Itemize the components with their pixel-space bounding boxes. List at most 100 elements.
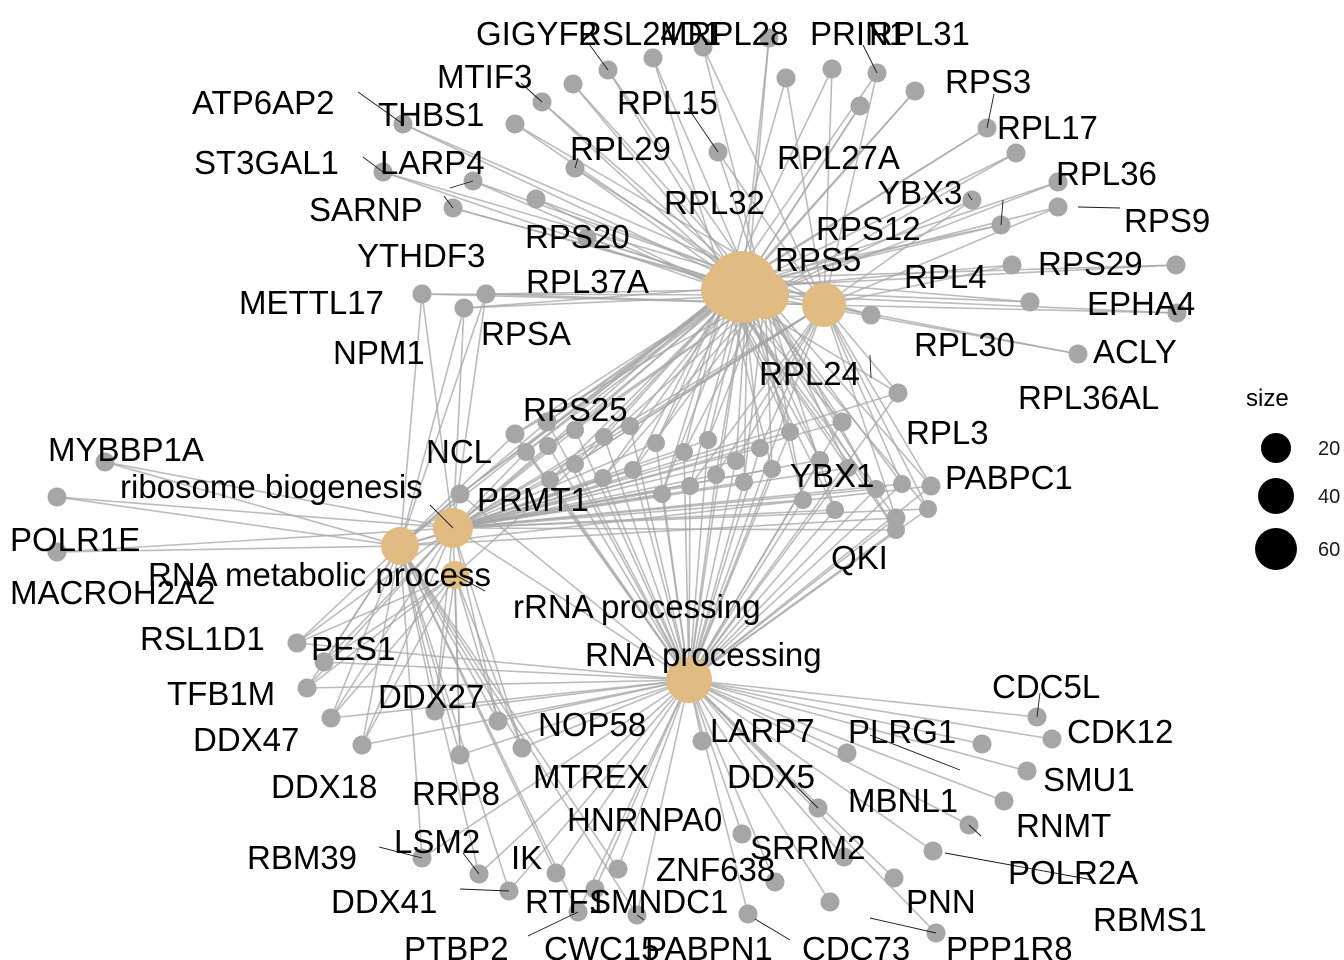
leader-rps12: [967, 193, 973, 201]
gene-node-unlabeled: [566, 455, 584, 473]
edge-thbs1-translation-cluster-d: [572, 83, 749, 279]
gene-label-srrm2: SRRM2: [750, 829, 866, 866]
edge-ybx3-translation-cluster-a: [741, 90, 916, 288]
gene-node-rps20: [526, 189, 546, 209]
gene-node-unlabeled: [781, 423, 799, 441]
edge-fan-1-translation-cluster-b: [547, 289, 727, 447]
edge-sarnp-translation-cluster-d: [472, 180, 749, 279]
edge-ddx18-ribosome-biogenesis: [361, 527, 454, 746]
edge-ribosome-biogenesis-translation-cluster-a: [452, 286, 743, 529]
edge-fan-22-rna-processing: [688, 488, 877, 681]
gene-node-unlabeled: [839, 459, 857, 477]
gene-label-rpl29: RPL29: [570, 130, 671, 167]
gene-label-rpl36: RPL36: [1056, 155, 1157, 192]
gene-node-layer: [47, 28, 1187, 943]
gene-node-unlabeled: [539, 437, 557, 455]
leader-rps20: [562, 228, 588, 239]
gene-label-rpl17: RPL17: [997, 109, 1098, 146]
leader-polr2a: [968, 824, 982, 837]
edge-rps9-translation-cluster-e: [823, 206, 1059, 306]
edge-fan-19-rna-processing: [549, 479, 690, 681]
gene-label-atp6ap2: ATP6AP2: [192, 84, 334, 121]
gene-node-larp7: [692, 731, 712, 751]
edge-ddx47-ribosome-biogenesis: [330, 527, 454, 719]
edge-st3gal1-translation-cluster-d: [382, 171, 749, 279]
gene-label-mtrex: MTREX: [533, 758, 649, 795]
gene-label-ddx41: DDX41: [331, 883, 437, 920]
edge-fan-1-rna-processing: [547, 445, 690, 681]
gene-node-unlabeled: [751, 439, 769, 457]
edge-rna-metabolic-process-translation-cluster-b: [399, 289, 727, 547]
edge-fan-18-rna-processing: [574, 463, 690, 681]
edge-lsm2-rna-processing: [478, 679, 690, 875]
edge-fan-19-translation-cluster-a: [549, 286, 743, 481]
edge-gigyf2-translation-cluster-a: [607, 69, 743, 288]
leader-atp6ap2: [357, 91, 404, 125]
edge-thbs1-translation-cluster-a: [572, 83, 743, 288]
gene-node-ybx3: [905, 81, 925, 101]
edge-nop58-rna-metabolic-process: [399, 545, 499, 722]
gene-node-unlabeled: [826, 501, 844, 519]
gene-node-smndc1: [585, 879, 605, 899]
edge-ddx47-rna-metabolic-process: [330, 545, 401, 719]
leader-ddx5: [789, 779, 819, 809]
gene-label-mtif3: MTIF3: [437, 58, 532, 95]
edge-rps12-translation-cluster-e: [823, 199, 973, 306]
gene-label-rps25: RPS25: [523, 391, 628, 428]
edge-ddx18-rna-metabolic-process: [361, 545, 401, 746]
edge-fan-21-rna-processing: [688, 467, 849, 681]
edge-qki-translation-cluster-e: [823, 304, 897, 519]
edge-npm1-translation-cluster-a: [463, 286, 743, 309]
gene-label-prmt1: PRMT1: [477, 481, 589, 518]
edge-fan-8-rna-processing: [688, 460, 737, 681]
gene-node-mrpl28: [693, 37, 713, 57]
gene-label-rps5: RPS5: [775, 241, 861, 278]
edge-fan-8-translation-cluster-e: [735, 304, 825, 462]
gene-label-ddx27: DDX27: [378, 678, 484, 715]
legend-label-60: 60: [1318, 539, 1340, 561]
gene-node-unlabeled: [541, 471, 559, 489]
edge-pabpc1-translation-cluster-e: [823, 304, 932, 487]
gene-node-rpl17: [1006, 143, 1026, 163]
gene-node-unlabeled: [653, 485, 671, 503]
leader-rbms1: [944, 852, 1094, 881]
edge-mrpl28-translation-cluster-e: [702, 46, 825, 306]
edge-mtrex-ribosome-biogenesis: [452, 527, 523, 749]
gene-node-unlabeled: [867, 480, 885, 498]
leader-ddx41: [459, 888, 510, 892]
edge-ddx18-rna-processing: [361, 679, 690, 746]
edge-cwc15-rna-metabolic-process: [399, 545, 638, 916]
edge-fan-26-translation-cluster-c: [764, 294, 836, 511]
edge-rrp8-rna-metabolic-process: [399, 545, 461, 756]
gene-label-polr2a: POLR2A: [1008, 854, 1138, 891]
leader-ythdf3: [443, 195, 454, 209]
gene-node-ncl: [505, 424, 525, 444]
edge-fan-22-translation-cluster-c: [764, 294, 877, 490]
gene-node-plrg1: [972, 734, 992, 754]
gene-label-rpl36al: RPL36AL: [1018, 379, 1159, 416]
gene-label-mbnl1: MBNL1: [848, 782, 958, 819]
edge-ddx41-rna-processing: [508, 679, 690, 892]
size-legend: size 20 40 60: [1246, 385, 1340, 570]
gene-node-macroh2a2: [47, 542, 67, 562]
gene-label-epha4: EPHA4: [1087, 285, 1195, 322]
edge-rpl36-translation-cluster-a: [741, 181, 1059, 288]
leader-rpl17: [986, 93, 995, 129]
edge-nop58-ribosome-biogenesis: [452, 527, 499, 722]
edge-fan-12-translation-cluster-c: [743, 294, 766, 483]
gene-node-mybbp1a: [95, 452, 115, 472]
gene-node-ddx18: [352, 735, 372, 755]
edge-rpl3-rna-processing: [688, 392, 899, 681]
gene-label-tfb1m: TFB1M: [167, 675, 275, 712]
gene-node-rrp8: [450, 745, 470, 765]
edge-npm1-rna-metabolic-process: [399, 307, 465, 547]
edge-fan-23-translation-cluster-e: [823, 304, 903, 485]
gene-node-rps25: [537, 412, 557, 432]
gene-node-unlabeled: [919, 500, 937, 518]
leader-sarnp: [449, 180, 474, 189]
gene-label-rsl1d1: RSL1D1: [140, 620, 265, 657]
legend-label-40: 40: [1318, 486, 1340, 508]
gene-label-rpl31: RPL31: [869, 15, 970, 52]
gene-label-qki: QKI: [831, 539, 888, 576]
